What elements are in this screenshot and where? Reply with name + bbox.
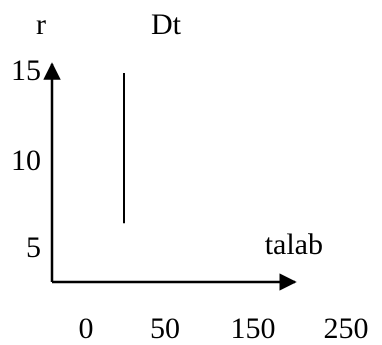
y-tick-label-10: 10	[11, 144, 41, 177]
x-tick-label-250: 250	[324, 312, 369, 345]
y-tick-label-15: 15	[11, 54, 41, 87]
x-tick-label-0: 0	[79, 312, 94, 345]
x-tick-label-50: 50	[150, 312, 180, 345]
y-tick-label-5: 5	[26, 231, 41, 264]
x-axis-label: talab	[265, 228, 323, 261]
y-axis-label: r	[36, 8, 46, 41]
x-tick-label-150: 150	[231, 312, 276, 345]
series-label-dt: Dt	[151, 8, 182, 41]
series-layer: Dt	[123, 8, 182, 224]
